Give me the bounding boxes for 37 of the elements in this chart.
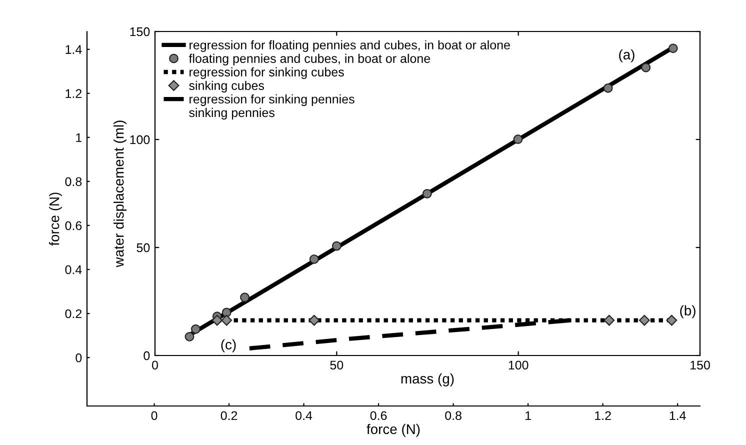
y2-axis-title: force (N): [49, 192, 62, 246]
y-tick-label: 150: [130, 27, 150, 36]
y2-tick-label: 1: [76, 133, 82, 142]
x-tick-label: 150: [690, 360, 710, 370]
y2-tick-label: 1.4: [66, 45, 82, 54]
y2-tick-label: 0.2: [65, 309, 82, 318]
x2-tick-label: 0.4: [296, 411, 312, 420]
legend-label: floating pennies and cubes, in boat or alone: [188, 54, 430, 66]
y2-tick-label: 0: [76, 353, 82, 362]
annotation: (b): [680, 305, 696, 318]
x2-tick-label: 0.8: [445, 411, 462, 420]
y-axis-title: water displacement (ml): [114, 120, 127, 268]
x-tick-label: 100: [508, 360, 528, 370]
x2-axis-title: force (N): [366, 424, 420, 437]
x2-tick-label: 0.2: [220, 411, 238, 420]
y2-tick-label: 0.6: [65, 221, 82, 230]
legend-label: sinking cubes: [189, 80, 264, 92]
legend-label: regression for sinking pennies: [190, 94, 354, 106]
x-tick-label: 50: [330, 360, 344, 370]
legend-label: regression for sinking cubes: [190, 67, 344, 79]
legend-label: regression for floating pennies and cubes, in boat or alone: [190, 40, 510, 52]
x-tick-label: 0: [152, 360, 158, 370]
legend-label: sinking pennies: [189, 108, 274, 120]
y-tick-label: 100: [130, 135, 150, 144]
y2-tick-label: 0.4: [65, 265, 82, 274]
y2-tick-label: 1.2: [66, 89, 82, 98]
annotation: (c): [221, 339, 236, 352]
x2-tick-label: 0: [151, 411, 158, 420]
annotation: (a): [619, 49, 634, 62]
x2-tick-label: 1: [526, 411, 531, 420]
x2-tick-label: 1.2: [595, 411, 611, 420]
y-tick-label: 50: [136, 243, 150, 252]
y-tick-label: 0: [144, 351, 150, 360]
x-axis-title: mass (g): [401, 373, 454, 386]
x2-tick-label: 1.4: [670, 411, 686, 420]
x2-tick-label: 0.6: [370, 411, 387, 420]
y2-tick-label: 0.8: [65, 177, 82, 186]
